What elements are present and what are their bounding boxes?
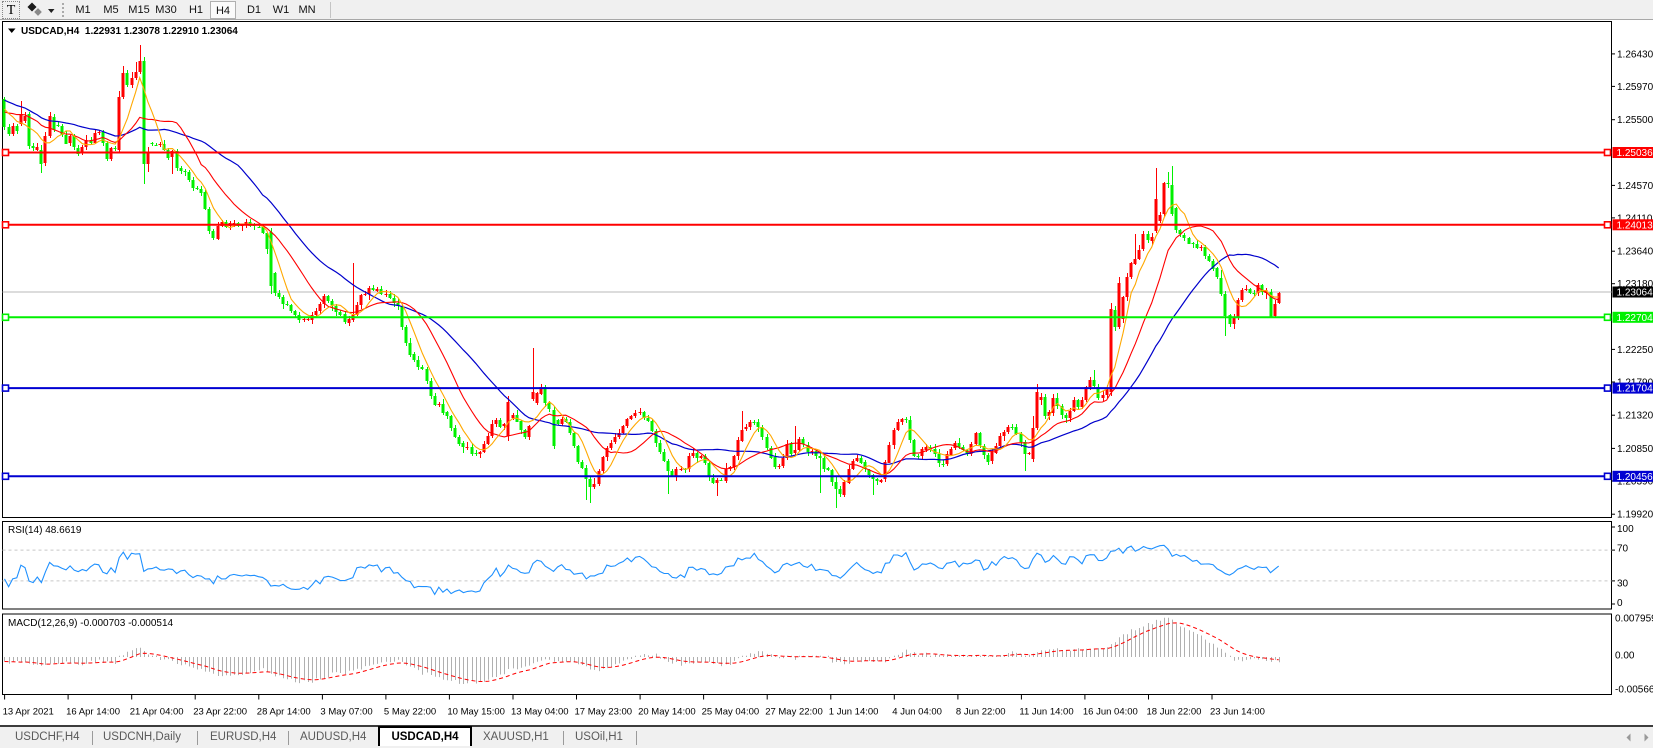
svg-text:MACD(12,26,9) -0.000703 -0.000: MACD(12,26,9) -0.000703 -0.000514 <box>8 618 174 629</box>
svg-text:1.21704: 1.21704 <box>1617 384 1653 395</box>
svg-text:11 Jun 14:00: 11 Jun 14:00 <box>1019 707 1073 718</box>
svg-text:13 Apr 2021: 13 Apr 2021 <box>3 707 54 718</box>
svg-text:1.24013: 1.24013 <box>1617 220 1653 231</box>
svg-text:3 May 07:00: 3 May 07:00 <box>320 707 372 718</box>
svg-text:1.26430: 1.26430 <box>1617 49 1653 60</box>
svg-text:0: 0 <box>1617 598 1623 609</box>
svg-text:0.00: 0.00 <box>1615 651 1635 662</box>
svg-text:-0.005663: -0.005663 <box>1615 685 1653 696</box>
svg-text:1.22704: 1.22704 <box>1617 313 1653 324</box>
svg-text:1.23640: 1.23640 <box>1617 247 1653 258</box>
svg-text:100: 100 <box>1617 524 1634 535</box>
svg-text:28 Apr 14:00: 28 Apr 14:00 <box>257 707 311 718</box>
svg-text:1 Jun 14:00: 1 Jun 14:00 <box>829 707 879 718</box>
svg-text:5 May 22:00: 5 May 22:00 <box>384 707 436 718</box>
svg-text:0.007959: 0.007959 <box>1615 614 1653 625</box>
svg-text:USDCAD,H4 1.22931 1.23078 1.2: USDCAD,H4 1.22931 1.23078 1.22910 1.2306… <box>21 26 238 37</box>
svg-text:18 Jun 22:00: 18 Jun 22:00 <box>1147 707 1202 718</box>
svg-text:13 May 04:00: 13 May 04:00 <box>511 707 569 718</box>
svg-text:1.20456: 1.20456 <box>1617 472 1653 483</box>
svg-text:25 May 04:00: 25 May 04:00 <box>702 707 760 718</box>
svg-text:1.19920: 1.19920 <box>1617 510 1653 521</box>
svg-text:70: 70 <box>1617 544 1629 555</box>
svg-text:1.25500: 1.25500 <box>1617 115 1653 126</box>
svg-text:RSI(14) 48.6619: RSI(14) 48.6619 <box>8 525 82 536</box>
svg-text:30: 30 <box>1617 579 1629 590</box>
svg-text:1.21320: 1.21320 <box>1617 411 1653 422</box>
svg-text:1.20850: 1.20850 <box>1617 444 1653 455</box>
svg-text:1.25036: 1.25036 <box>1617 148 1653 159</box>
svg-text:8 Jun 22:00: 8 Jun 22:00 <box>956 707 1006 718</box>
svg-text:23 Apr 22:00: 23 Apr 22:00 <box>193 707 247 718</box>
svg-text:1.22250: 1.22250 <box>1617 345 1653 356</box>
svg-text:23 Jun 14:00: 23 Jun 14:00 <box>1210 707 1265 718</box>
svg-text:16 Apr 14:00: 16 Apr 14:00 <box>66 707 120 718</box>
svg-text:10 May 15:00: 10 May 15:00 <box>447 707 505 718</box>
svg-text:1.24570: 1.24570 <box>1617 181 1653 192</box>
svg-text:1.23064: 1.23064 <box>1617 288 1653 299</box>
svg-text:21 Apr 04:00: 21 Apr 04:00 <box>130 707 184 718</box>
svg-text:16 Jun 04:00: 16 Jun 04:00 <box>1083 707 1138 718</box>
svg-text:17 May 23:00: 17 May 23:00 <box>575 707 633 718</box>
svg-text:1.25970: 1.25970 <box>1617 82 1653 93</box>
svg-text:27 May 22:00: 27 May 22:00 <box>765 707 823 718</box>
svg-text:20 May 14:00: 20 May 14:00 <box>638 707 696 718</box>
svg-text:4 Jun 04:00: 4 Jun 04:00 <box>892 707 942 718</box>
